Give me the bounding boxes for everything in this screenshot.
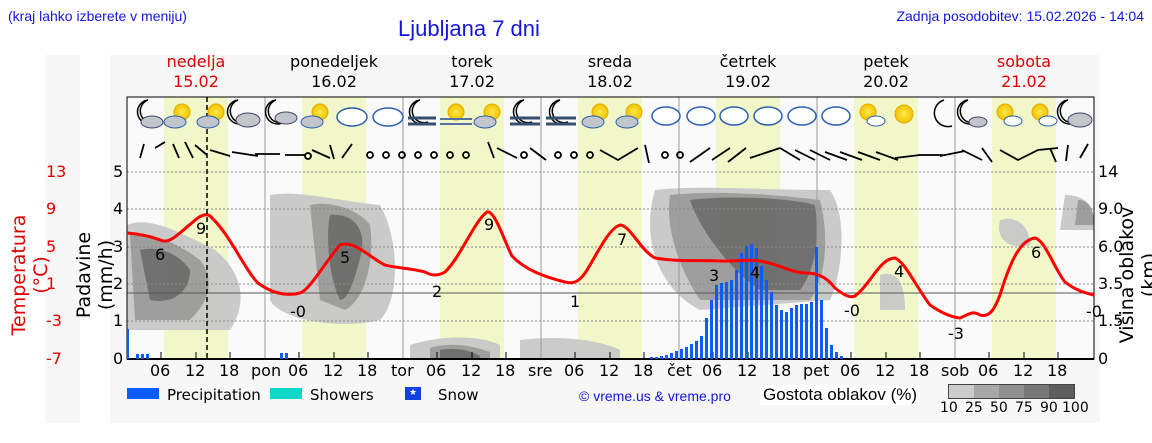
cloud-tick: 14 (1098, 162, 1119, 181)
moon-cloud-rain-icon (136, 99, 164, 129)
moon-cloud-icon (956, 99, 988, 128)
moon-cloud-icon (1056, 99, 1093, 128)
precip-tick: 5 (113, 162, 124, 181)
temp-label: 7 (617, 230, 628, 249)
temp-label: -0 (1086, 302, 1102, 321)
sun-cloud-icon (300, 103, 329, 129)
sun-cloud-icon (196, 103, 225, 129)
temp-tick: 5 (46, 237, 57, 256)
weather-icons (136, 99, 1093, 129)
cloud-tick: 1.5 (1098, 311, 1124, 330)
sun-cloud-icon (473, 103, 501, 129)
last-update: Zadnja posodobitev: 15.02.2026 - 14:04 (896, 8, 1144, 24)
precipitation-swatch (127, 388, 159, 399)
sun-icon (894, 104, 914, 124)
day-header-monday: ponedeljek 16.02 (290, 52, 378, 91)
cloud-sleet-icon (821, 106, 851, 126)
temp-label: 6 (155, 245, 166, 264)
sun-cloud-icon (581, 103, 609, 129)
cloud-density-scale (948, 384, 1075, 399)
horizontal-grid (127, 171, 1094, 322)
cloud-sleet-icon (753, 106, 783, 126)
moon-cloud-snow-icon (264, 99, 298, 125)
temp-tick: 13 (46, 162, 67, 181)
cloud-heavy-rain-icon (719, 106, 749, 126)
temp-tick: -7 (46, 349, 62, 368)
sun-cloud-icon (859, 103, 886, 127)
precip-tick: 2 (113, 274, 124, 293)
snow-legend-label: Snow (438, 386, 479, 404)
temp-axis-panel (45, 55, 80, 423)
day-header-thursday: četrtek 19.02 (719, 52, 777, 91)
temp-tick: 9 (46, 199, 57, 218)
sun-cloud-icon (996, 103, 1023, 127)
showers-swatch (270, 388, 302, 399)
temp-label: 9 (196, 219, 207, 238)
sun-cloud-icon (163, 103, 191, 129)
day-headers: nedelja 15.02 ponedeljek 16.02 torek 17.02 … (127, 52, 1093, 92)
moon-fog-icon (510, 99, 540, 126)
day-header-wednesday: sreda 18.02 (587, 52, 633, 91)
cloud-tick: 0 (1098, 349, 1109, 368)
sun-cloud-icon (1031, 103, 1058, 127)
snow-star-icon: ★ (405, 387, 421, 400)
location-hint-link[interactable]: (kraj lahko izberete v meniju) (8, 8, 187, 24)
day-header-friday: petek 20.02 (863, 52, 909, 91)
wind-barbs (139, 141, 1089, 164)
page-title: Ljubljana 7 dni (398, 16, 540, 41)
temp-label: 9 (484, 215, 495, 234)
moon-icon (933, 99, 953, 128)
temp-label: 1 (570, 292, 581, 311)
temp-tick: 1 (46, 274, 57, 293)
sun-cloud-rain-icon (615, 103, 643, 129)
temp-label: 5 (340, 248, 351, 267)
cloud-rain-icon (686, 106, 716, 126)
showers-legend-label: Showers (310, 386, 374, 404)
temperature-line (126, 210, 1095, 320)
temp-label: -0 (290, 302, 306, 321)
cloud-rain-icon (651, 106, 681, 126)
cloud-tick: 3.5 (1098, 274, 1124, 293)
precipitation-bars (127, 244, 843, 359)
precip-tick: 1 (113, 311, 124, 330)
temp-label: 2 (432, 282, 443, 301)
cloud-snow-icon (787, 106, 817, 126)
temp-label: 6 (1031, 243, 1042, 262)
temp-label: -0 (844, 301, 860, 320)
day-header-tuesday: torek 17.02 (449, 52, 495, 91)
temp-label: 4 (750, 263, 761, 282)
cloud-tick: 9.0 (1098, 199, 1124, 218)
moon-fog-icon (408, 99, 436, 126)
temp-tick: -3 (46, 311, 62, 330)
day-header-sunday: nedelja 15.02 (166, 52, 226, 91)
moon-fog-icon (546, 99, 576, 126)
cloud-icon (372, 107, 404, 127)
day-header-saturday: sobota 21.02 (996, 52, 1052, 91)
temp-label: 4 (894, 262, 905, 281)
cloud-tick: 6.0 (1098, 237, 1124, 256)
moon-cloud-icon (226, 99, 261, 128)
precipitation-legend-label: Precipitation (167, 386, 261, 404)
temp-label: -3 (948, 324, 964, 343)
precip-tick: 0 (113, 349, 124, 368)
day-separators (264, 97, 956, 359)
temp-label: 3 (709, 266, 720, 285)
precip-tick: 3 (113, 237, 124, 256)
cloud-density-label: Gostota oblakov (%) (760, 385, 921, 405)
precip-tick: 4 (113, 199, 124, 218)
cloud-icon (336, 107, 368, 127)
sun-fog-icon (440, 103, 472, 125)
copyright-link[interactable]: © vreme.us & vreme.pro (579, 388, 731, 404)
